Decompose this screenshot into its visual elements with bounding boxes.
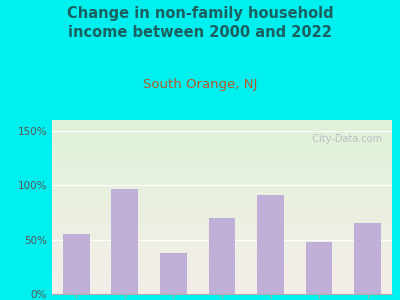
Bar: [112, 188, 138, 294]
Bar: [209, 218, 235, 294]
Text: South Orange, NJ: South Orange, NJ: [143, 78, 257, 91]
Bar: [354, 223, 381, 294]
Bar: [160, 253, 187, 294]
Bar: [257, 195, 284, 294]
Bar: [63, 234, 90, 294]
Text: Change in non-family household
income between 2000 and 2022: Change in non-family household income be…: [67, 6, 333, 40]
Text: City-Data.com: City-Data.com: [306, 134, 382, 144]
Bar: [306, 242, 332, 294]
